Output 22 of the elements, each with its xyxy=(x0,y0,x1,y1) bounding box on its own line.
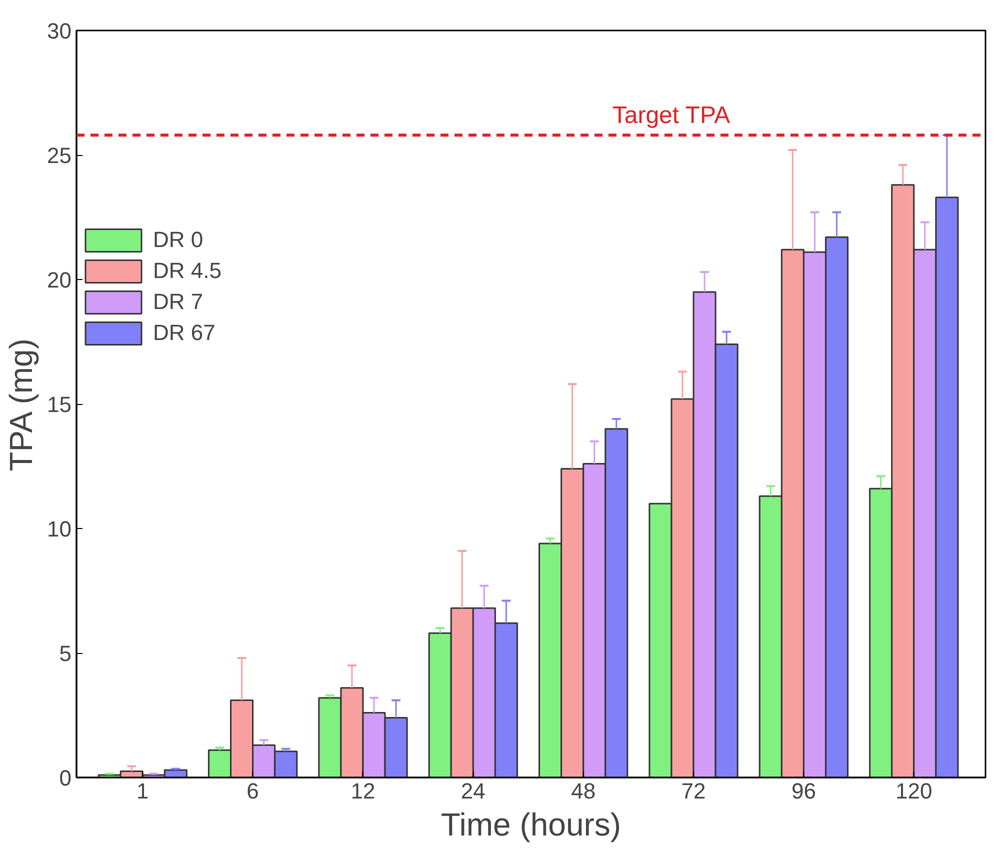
x-axis-title: Time (hours) xyxy=(440,806,622,842)
y-tick-label: 10 xyxy=(47,516,72,542)
x-tick-label: 48 xyxy=(571,778,596,804)
x-tick-label: 12 xyxy=(350,778,376,804)
y-tick-label: 5 xyxy=(59,641,72,666)
y-tick-label: 15 xyxy=(47,392,72,417)
y-tick-label: 25 xyxy=(47,143,72,168)
legend-label: DR 7 xyxy=(153,289,204,315)
x-tick-label: 1 xyxy=(136,778,149,804)
x-tick-label: 96 xyxy=(791,778,816,804)
legend-label: DR 67 xyxy=(153,320,216,346)
ref-line-label: Target TPA xyxy=(612,102,730,130)
y-tick-label: 30 xyxy=(47,18,72,44)
legend-label: DR 4.5 xyxy=(153,258,222,284)
y-axis-title: TPA (mg) xyxy=(3,338,40,472)
legend-label: DR 0 xyxy=(153,227,204,253)
x-tick-label: 24 xyxy=(460,778,486,804)
x-tick-label: 6 xyxy=(246,778,259,804)
y-tick-label: 20 xyxy=(47,268,72,292)
x-tick-label: 120 xyxy=(896,778,932,804)
y-tick-label: 0 xyxy=(59,766,72,790)
x-tick-label: 72 xyxy=(681,778,706,804)
